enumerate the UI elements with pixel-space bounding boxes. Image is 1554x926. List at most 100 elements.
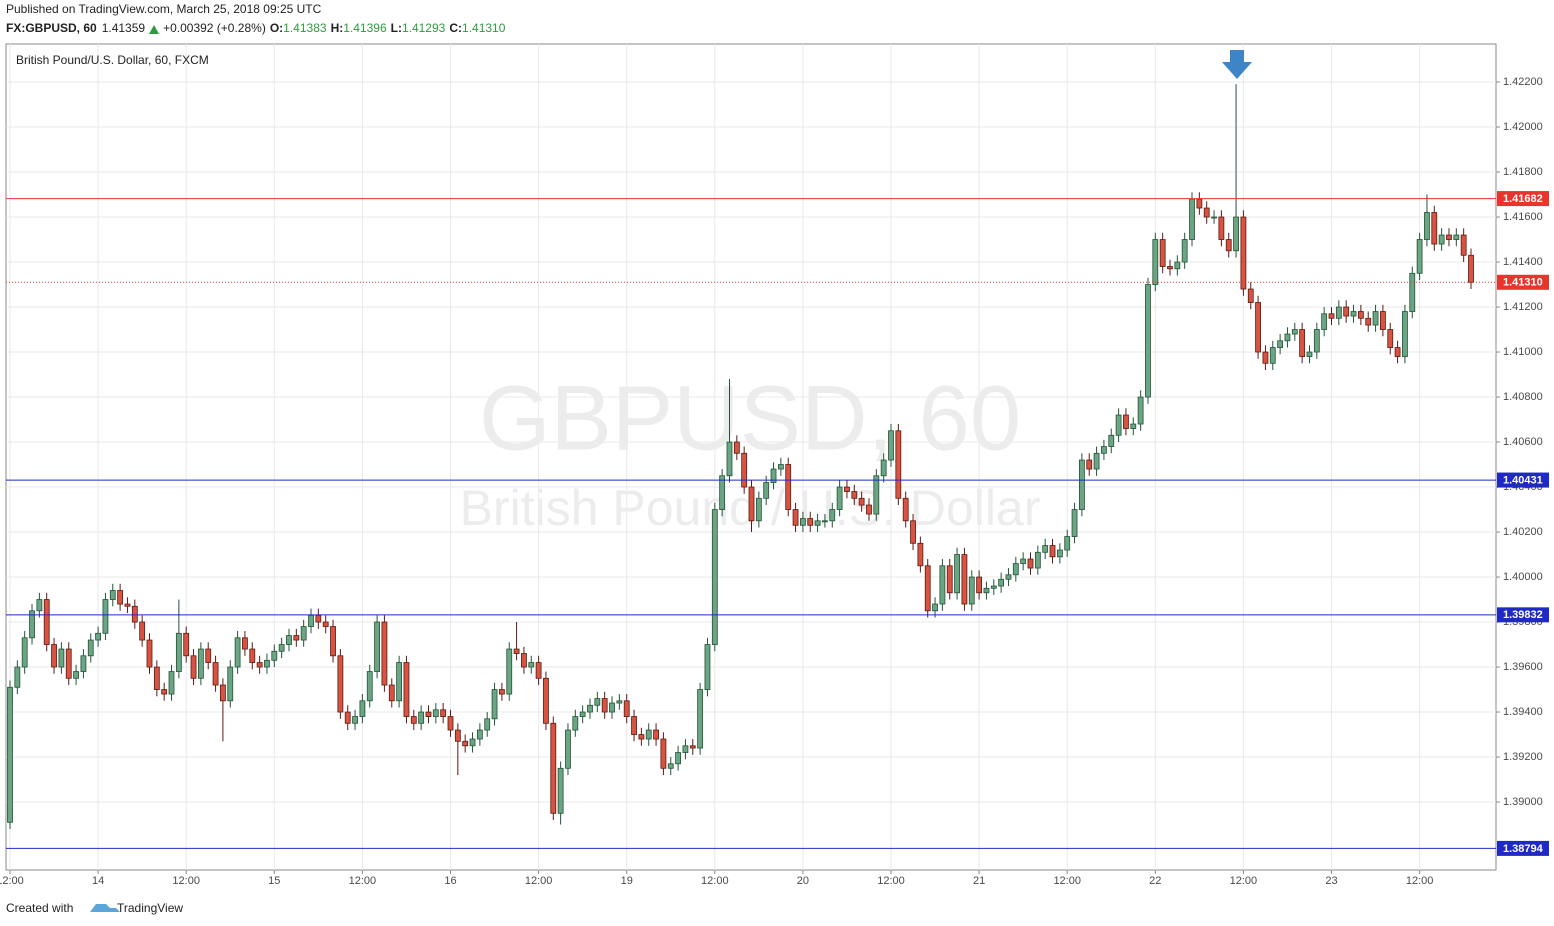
candle-body: [763, 482, 770, 499]
candle-body: [1313, 329, 1320, 353]
candle-body: [638, 734, 645, 740]
candle-body: [1350, 311, 1357, 317]
candle-body: [682, 745, 689, 753]
candle-body: [190, 655, 197, 679]
candle-body: [711, 509, 718, 645]
tradingview-logo: [90, 904, 120, 912]
candle-body: [14, 666, 21, 688]
candle-body: [205, 648, 212, 663]
x-tick-label: 12:00: [0, 875, 24, 887]
y-tick-label: 1.40000: [1503, 571, 1543, 583]
price-label-box: [1497, 191, 1549, 207]
candle-body: [755, 497, 762, 522]
candle-body: [902, 497, 909, 522]
candle-body: [1424, 212, 1430, 240]
candle-body: [1225, 239, 1232, 252]
candle-body: [197, 648, 204, 679]
price-label-box: [1497, 274, 1549, 290]
candle-body: [1196, 198, 1203, 209]
candle-body: [146, 639, 153, 668]
price-label: 1.40431: [1503, 474, 1543, 486]
candle-body: [366, 671, 373, 702]
candle-body: [322, 621, 329, 627]
open: 1.41383: [283, 21, 327, 35]
candle-body: [381, 621, 388, 686]
up-arrow-icon: [149, 25, 159, 34]
candle-body: [939, 565, 946, 605]
close: 1.41310: [462, 21, 506, 35]
y-tick-label: 1.40600: [1503, 436, 1543, 448]
y-tick-label: 1.42000: [1503, 121, 1543, 133]
candle-body: [1020, 558, 1027, 564]
candle-body: [315, 614, 322, 623]
candle-body: [87, 639, 94, 657]
y-tick-label: 1.41800: [1503, 166, 1543, 178]
high-label: H:: [331, 21, 344, 35]
candle-body: [822, 520, 828, 523]
candle-body: [601, 698, 608, 713]
candle-body: [785, 464, 792, 510]
candle-body: [153, 666, 160, 690]
candle-body: [807, 518, 814, 526]
candle-body: [733, 441, 740, 454]
change: +0.00392 (+0.28%): [163, 21, 266, 35]
candle-body: [557, 767, 564, 814]
low: 1.41293: [402, 21, 446, 35]
candle-body: [1181, 239, 1188, 263]
candle-body: [1269, 347, 1276, 364]
candle-body: [7, 686, 13, 823]
candle-body: [631, 716, 637, 735]
x-tick-label: 12:00: [701, 875, 729, 887]
candle-body: [264, 659, 270, 668]
candle-body: [579, 711, 586, 717]
candle-body: [1240, 216, 1247, 290]
candle-body: [1034, 551, 1041, 569]
candle-body: [623, 700, 630, 717]
x-tick-label: 19: [621, 875, 633, 887]
candle-body: [1343, 306, 1350, 317]
candle-body: [183, 632, 190, 657]
quote-line: FX:GBPUSD, 60 1.41359 +0.00392 (+0.28%) O:1…: [6, 21, 506, 35]
candle-body: [961, 554, 968, 605]
candle-body: [352, 716, 358, 724]
open-label: O:: [270, 21, 283, 35]
candle-body: [476, 729, 483, 740]
candle-body: [888, 430, 894, 461]
x-tick-label: 20: [797, 875, 809, 887]
candle-body: [1115, 414, 1122, 436]
last-price: 1.41359: [102, 21, 146, 35]
candle-body: [498, 689, 505, 695]
candle-body: [917, 542, 924, 567]
candle-body: [1078, 459, 1085, 510]
candle-body: [403, 662, 410, 717]
candle-body: [1159, 239, 1166, 267]
candle-body: [1012, 563, 1019, 576]
candle-body: [249, 648, 256, 663]
candle-body: [689, 745, 696, 749]
candle-body: [513, 648, 520, 654]
candle-body: [175, 632, 182, 672]
candle-body: [1438, 234, 1445, 245]
candle-body: [234, 637, 241, 668]
candle-body: [506, 648, 513, 695]
candle-body: [1071, 509, 1078, 537]
candle-body: [330, 626, 336, 657]
candle-body: [491, 689, 498, 720]
candle-body: [1255, 302, 1261, 353]
candle-body: [1189, 198, 1195, 240]
candle-body: [388, 684, 395, 702]
candle-body: [587, 704, 593, 713]
candle-body: [1167, 266, 1173, 270]
candle-body: [337, 655, 344, 713]
candle-body: [880, 459, 887, 477]
candle-body: [1299, 329, 1306, 357]
candle-body: [440, 709, 447, 717]
candle-body: [21, 637, 28, 668]
candle-body: [1086, 459, 1093, 470]
candle-body: [425, 711, 432, 717]
candle-body: [873, 475, 880, 515]
footer-brand[interactable]: TradingView: [117, 901, 183, 915]
candle-body: [829, 509, 836, 522]
x-tick-label: 12:00: [1053, 875, 1081, 887]
candle-body: [212, 662, 219, 686]
